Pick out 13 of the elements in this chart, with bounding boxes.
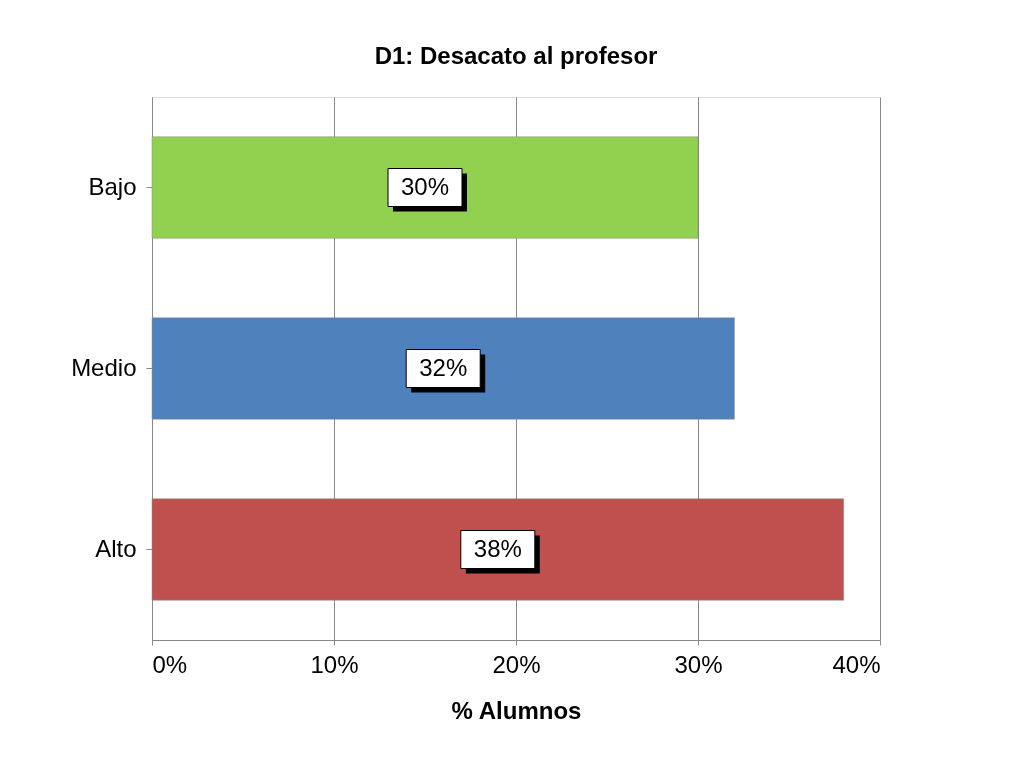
x-tick-label: 30%: [674, 650, 723, 678]
x-tick-label: 20%: [492, 650, 541, 678]
y-tick-label: Bajo: [88, 172, 137, 200]
chart-title: D1: Desacato al profesor: [374, 42, 658, 69]
x-tick-label: 0%: [152, 650, 188, 678]
x-tick-label: 10%: [310, 650, 359, 678]
data-label: 32%: [419, 353, 468, 381]
y-tick-label: Alto: [95, 534, 137, 562]
data-label: 38%: [473, 534, 522, 562]
x-tick-label: 40%: [832, 650, 881, 678]
x-axis-title: % Alumnos: [451, 696, 582, 724]
data-label: 30%: [400, 172, 450, 200]
y-tick-label: Medio: [71, 353, 137, 381]
